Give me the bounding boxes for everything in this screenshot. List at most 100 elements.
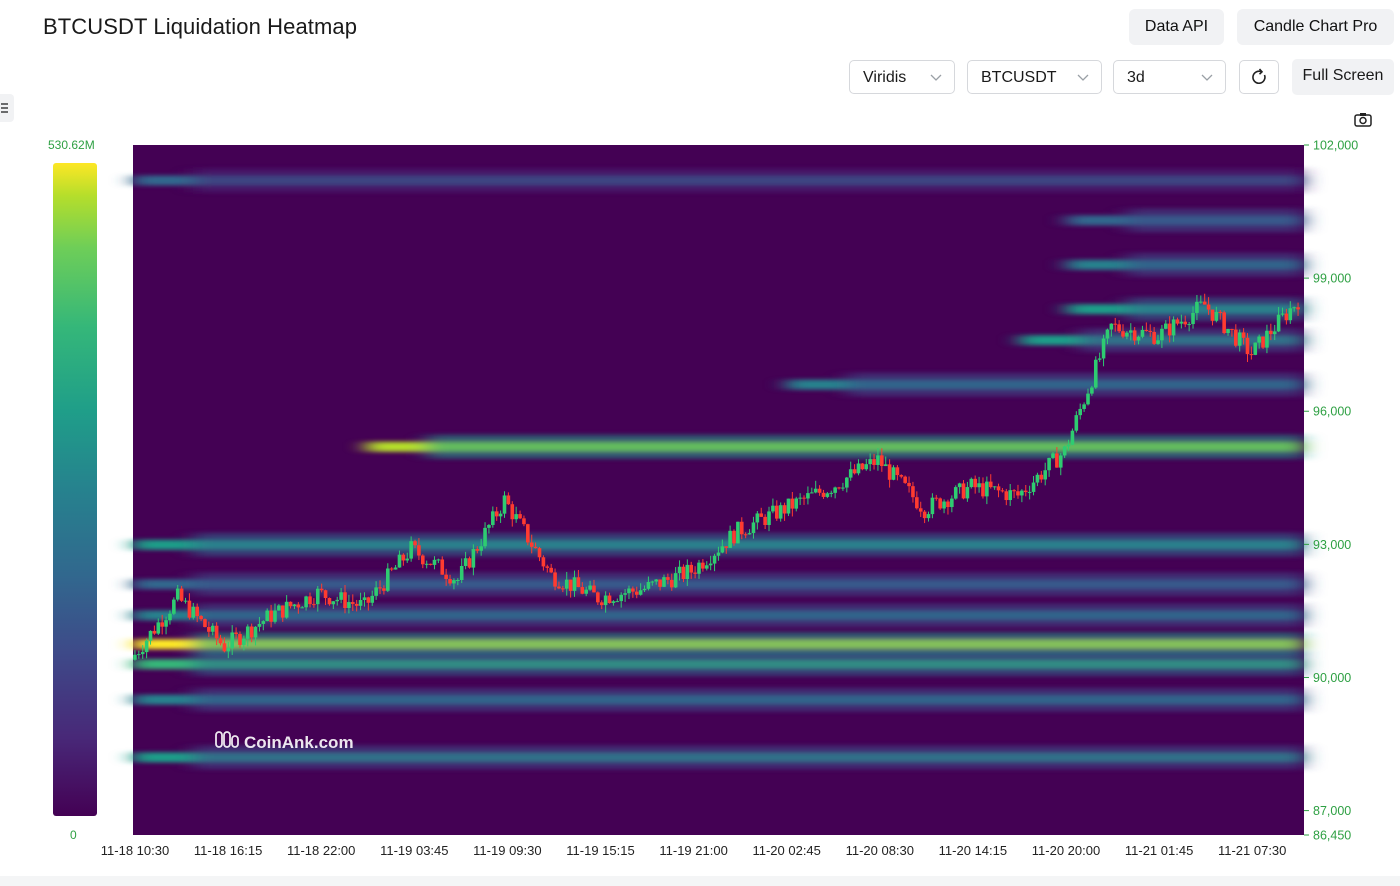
candle (596, 591, 600, 605)
candle (432, 556, 437, 570)
candle (389, 567, 394, 572)
candle (658, 579, 662, 591)
candle (393, 564, 398, 570)
candle (1097, 352, 1102, 362)
candle (813, 480, 818, 494)
candle (459, 558, 464, 584)
candle (385, 563, 390, 593)
candle (1121, 324, 1125, 339)
candle (1171, 316, 1176, 342)
candle (1066, 439, 1071, 451)
candle (1280, 307, 1285, 317)
candle (230, 625, 234, 655)
symbol-select-value: BTCUSDT (981, 69, 1057, 86)
candle (506, 492, 511, 505)
colorscale-select[interactable]: Viridis (849, 60, 955, 94)
candle (957, 482, 962, 494)
candle (327, 597, 332, 606)
candle (953, 485, 958, 500)
candle (755, 511, 760, 530)
candle (292, 603, 297, 610)
range-select-value: 3d (1127, 69, 1145, 86)
candle (864, 458, 869, 471)
candle (1047, 457, 1051, 477)
candle (207, 621, 211, 637)
candle (405, 552, 410, 563)
candle (257, 616, 262, 632)
candle (1125, 331, 1129, 340)
bottom-bar (0, 876, 1400, 886)
candle (915, 491, 919, 510)
candle (1082, 402, 1086, 412)
candle (1237, 329, 1242, 352)
camera-icon[interactable] (1353, 111, 1373, 129)
candle (568, 579, 573, 598)
candle (798, 493, 802, 505)
candle (588, 580, 592, 591)
menu-icon[interactable] (0, 94, 14, 122)
candle (794, 496, 799, 512)
x-tick-label: 11-19 21:00 (659, 843, 727, 858)
candle (1234, 324, 1238, 348)
y-axis: 102,000 99,000 96,000 93,000 90,000 87,000 86,… (1304, 139, 1358, 843)
candle (1148, 324, 1153, 337)
candle (1202, 293, 1207, 305)
x-tick-label: 11-19 03:45 (380, 843, 448, 858)
candle (199, 614, 203, 621)
candle (922, 509, 927, 524)
candle (1070, 428, 1075, 446)
candle (467, 556, 472, 569)
candle (175, 584, 180, 602)
candle (300, 606, 305, 609)
candle (1269, 323, 1273, 341)
candle (374, 581, 378, 600)
refresh-button[interactable] (1239, 60, 1279, 94)
x-tick-label: 11-19 15:15 (566, 843, 634, 858)
candle (701, 559, 705, 572)
candle (977, 476, 981, 493)
candle (1241, 328, 1246, 345)
candle (1031, 475, 1036, 496)
candle (261, 620, 266, 631)
watermark-text: CoinAnk.com (244, 733, 354, 752)
candle (312, 598, 316, 608)
candle (642, 585, 647, 593)
candle (736, 521, 740, 544)
candle (214, 622, 219, 646)
data-api-button[interactable]: Data API (1129, 9, 1224, 45)
candle (926, 511, 931, 522)
x-tick-label: 11-20 08:30 (846, 843, 914, 858)
candle (603, 591, 608, 613)
candle (1218, 310, 1223, 320)
candle (860, 462, 865, 471)
candle (487, 523, 491, 534)
candle (1039, 470, 1044, 483)
heat-band-halo (193, 745, 1304, 770)
candle (673, 567, 678, 589)
candle (584, 586, 588, 597)
candle (1136, 335, 1141, 345)
candle (1257, 334, 1261, 349)
candle (1210, 309, 1215, 326)
candle (825, 491, 830, 499)
candle-chart-pro-button[interactable]: Candle Chart Pro (1237, 9, 1394, 45)
candle (1261, 336, 1265, 349)
candle (1144, 322, 1149, 332)
full-screen-button[interactable]: Full Screen (1292, 59, 1394, 95)
x-tick-label: 11-18 22:00 (287, 843, 355, 858)
candle (537, 546, 542, 562)
candle (514, 506, 518, 523)
candle (1105, 328, 1110, 345)
candle (1296, 302, 1300, 316)
x-tick-label: 11-18 10:30 (101, 843, 169, 858)
candle (1109, 323, 1114, 337)
candle (891, 465, 896, 481)
candle (1191, 306, 1195, 329)
candle (144, 638, 149, 659)
symbol-select[interactable]: BTCUSDT (967, 60, 1102, 94)
range-select[interactable]: 3d (1113, 60, 1226, 94)
y-tick-label: 86,450 (1313, 829, 1351, 843)
candle (903, 475, 907, 484)
candle (868, 453, 872, 472)
